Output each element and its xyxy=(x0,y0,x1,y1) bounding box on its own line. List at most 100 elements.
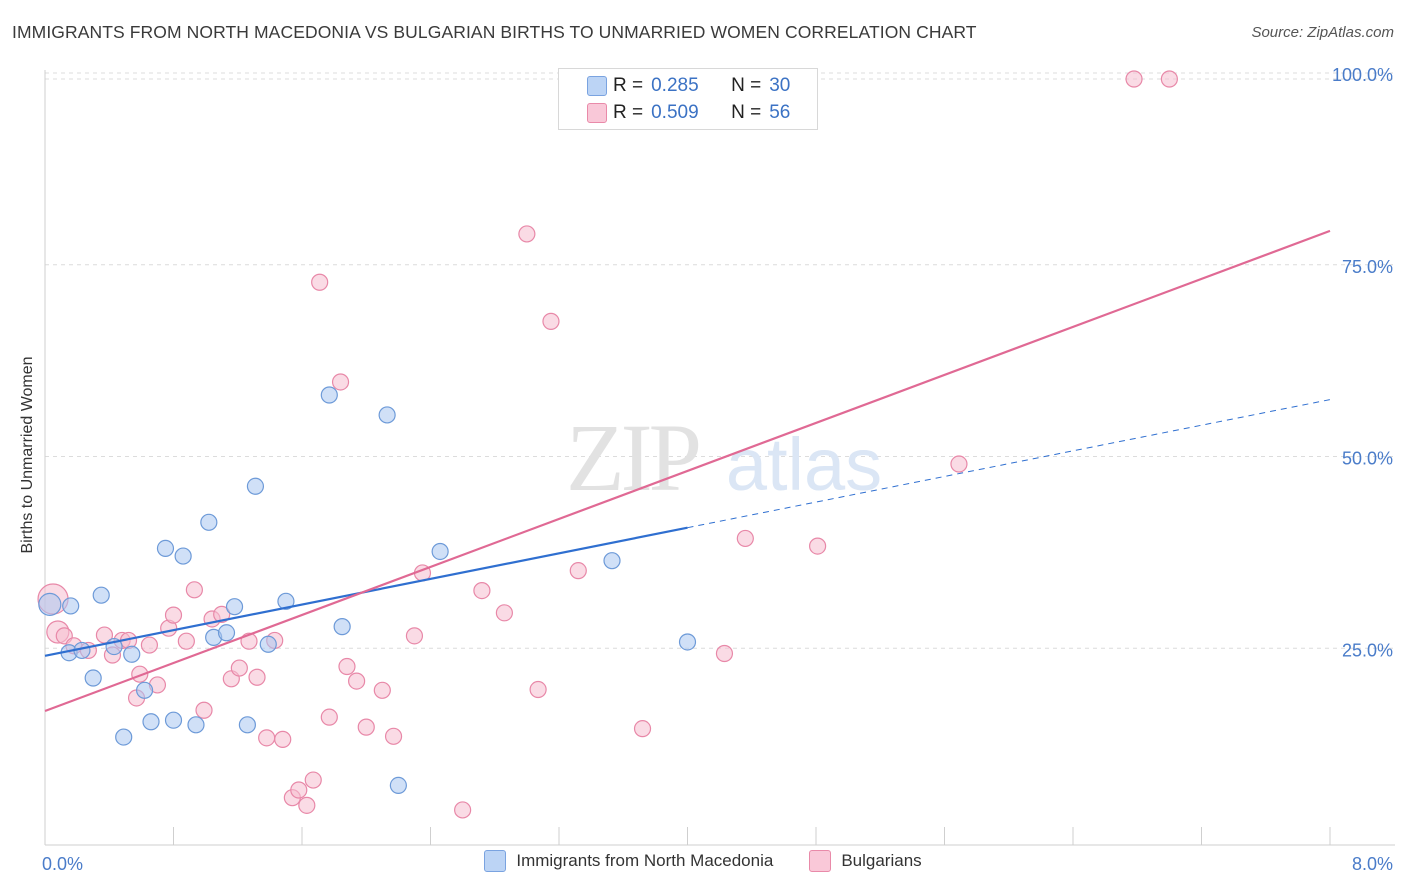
point-north-macedonia xyxy=(62,597,80,615)
point-bulgarians xyxy=(177,632,195,650)
point-bulgarians xyxy=(736,529,754,548)
point-bulgarians xyxy=(473,581,491,600)
point-north-macedonia xyxy=(678,633,697,651)
r-label: R = xyxy=(613,102,644,123)
point-bulgarians xyxy=(495,604,513,622)
point-north-macedonia xyxy=(217,624,236,642)
point-north-macedonia xyxy=(164,711,183,729)
point-bulgarians xyxy=(518,225,536,243)
point-north-macedonia xyxy=(92,586,110,604)
point-bulgarians xyxy=(950,455,968,473)
point-bulgarians xyxy=(248,668,266,686)
point-bulgarians xyxy=(529,680,547,699)
point-bulgarians xyxy=(348,672,366,690)
x-tick-label: 8.0% xyxy=(1352,854,1393,874)
point-north-macedonia xyxy=(238,716,256,734)
watermark: ZIP atlas xyxy=(566,404,882,511)
point-north-macedonia xyxy=(431,542,449,561)
trendline-bulgarians xyxy=(44,229,1331,713)
stats-row-blue: R = 0.285 N = 30 xyxy=(587,73,791,99)
legend-label-north-macedonia: Immigrants from North Macedonia xyxy=(516,851,774,870)
blue-r-value: 0.285 xyxy=(651,75,699,96)
stats-legend: R = 0.285 N = 30 R = 0.509 N = 56 xyxy=(558,68,818,130)
point-bulgarians xyxy=(140,636,159,654)
point-bulgarians xyxy=(454,801,472,819)
legend-swatch-pink xyxy=(809,850,832,872)
r-label: R = xyxy=(613,75,644,96)
n-label: N = xyxy=(731,75,762,96)
point-bulgarians xyxy=(304,771,322,789)
y-tick-label: 25.0% xyxy=(1342,640,1393,660)
point-bulgarians xyxy=(373,681,391,699)
stats-row-pink: R = 0.509 N = 56 xyxy=(587,100,791,126)
n-label: N = xyxy=(731,102,762,123)
point-bulgarians xyxy=(384,727,403,745)
point-north-macedonia xyxy=(174,547,192,565)
blue-n-value: 30 xyxy=(769,75,791,96)
x-tick-label: 0.0% xyxy=(42,854,83,874)
watermark-zip: ZIP xyxy=(566,404,699,511)
source-label: Source: ZipAtlas.com xyxy=(1251,24,1394,41)
point-bulgarians xyxy=(311,273,329,291)
point-north-macedonia xyxy=(84,669,102,687)
pink-r-value: 0.509 xyxy=(651,102,699,123)
point-north-macedonia xyxy=(378,406,396,424)
legend-item-bulgarians[interactable]: Bulgarians xyxy=(809,850,922,872)
point-bulgarians xyxy=(230,659,248,677)
point-bulgarians xyxy=(809,537,827,555)
y-axis-title: Births to Unmarried Women xyxy=(19,356,36,554)
point-north-macedonia xyxy=(333,618,351,636)
point-bulgarians xyxy=(1125,70,1143,88)
point-north-macedonia xyxy=(277,592,295,610)
point-bulgarians xyxy=(633,720,652,738)
point-north-macedonia xyxy=(135,681,154,699)
axes xyxy=(44,70,1395,846)
point-bulgarians xyxy=(298,796,316,814)
point-north-macedonia xyxy=(603,552,621,570)
chart-title: IMMIGRANTS FROM NORTH MACEDONIA VS BULGA… xyxy=(12,22,977,42)
point-bulgarians xyxy=(213,605,231,623)
point-bulgarians xyxy=(258,729,276,747)
watermark-atlas: atlas xyxy=(726,423,882,506)
legend-label-bulgarians: Bulgarians xyxy=(841,851,922,870)
legend-item-north-macedonia[interactable]: Immigrants from North Macedonia xyxy=(484,850,773,872)
point-north-macedonia xyxy=(259,635,277,653)
point-bulgarians xyxy=(1160,70,1178,88)
point-bulgarians xyxy=(542,312,560,330)
point-north-macedonia xyxy=(200,513,218,531)
point-bulgarians xyxy=(569,562,587,580)
point-north-macedonia xyxy=(123,645,141,663)
point-north-macedonia xyxy=(320,386,338,404)
point-north-macedonia xyxy=(225,598,244,616)
point-bulgarians xyxy=(715,644,734,663)
blue-swatch xyxy=(587,76,607,96)
bottom-legend: Immigrants from North Macedonia Bulgaria… xyxy=(0,850,1406,872)
y-tick-label: 100.0% xyxy=(1332,65,1393,85)
y-tick-label: 75.0% xyxy=(1342,257,1393,277)
point-north-macedonia xyxy=(115,728,133,746)
point-bulgarians xyxy=(290,781,308,799)
legend-swatch-blue xyxy=(484,850,507,872)
point-north-macedonia xyxy=(187,716,205,734)
point-north-macedonia xyxy=(156,539,175,558)
trendlines xyxy=(44,229,1331,713)
point-north-macedonia xyxy=(389,776,407,795)
point-north-macedonia xyxy=(246,477,265,495)
point-bulgarians xyxy=(164,606,183,624)
point-bulgarians xyxy=(185,581,203,599)
grid xyxy=(45,72,1395,649)
y-tick-label: 50.0% xyxy=(1342,449,1393,469)
point-north-macedonia xyxy=(142,713,160,731)
point-bulgarians xyxy=(274,730,292,748)
tick-labels: 25.0% 50.0% 75.0% 100.0% 0.0% 8.0% xyxy=(42,65,1393,874)
point-bulgarians xyxy=(357,718,375,736)
point-bulgarians xyxy=(195,701,213,719)
point-bulgarians xyxy=(320,708,338,726)
pink-swatch xyxy=(587,103,607,123)
point-north-macedonia xyxy=(38,592,62,616)
point-bulgarians xyxy=(331,373,350,391)
pink-n-value: 56 xyxy=(769,102,791,123)
point-bulgarians xyxy=(405,627,424,645)
point-bulgarians xyxy=(338,657,356,676)
